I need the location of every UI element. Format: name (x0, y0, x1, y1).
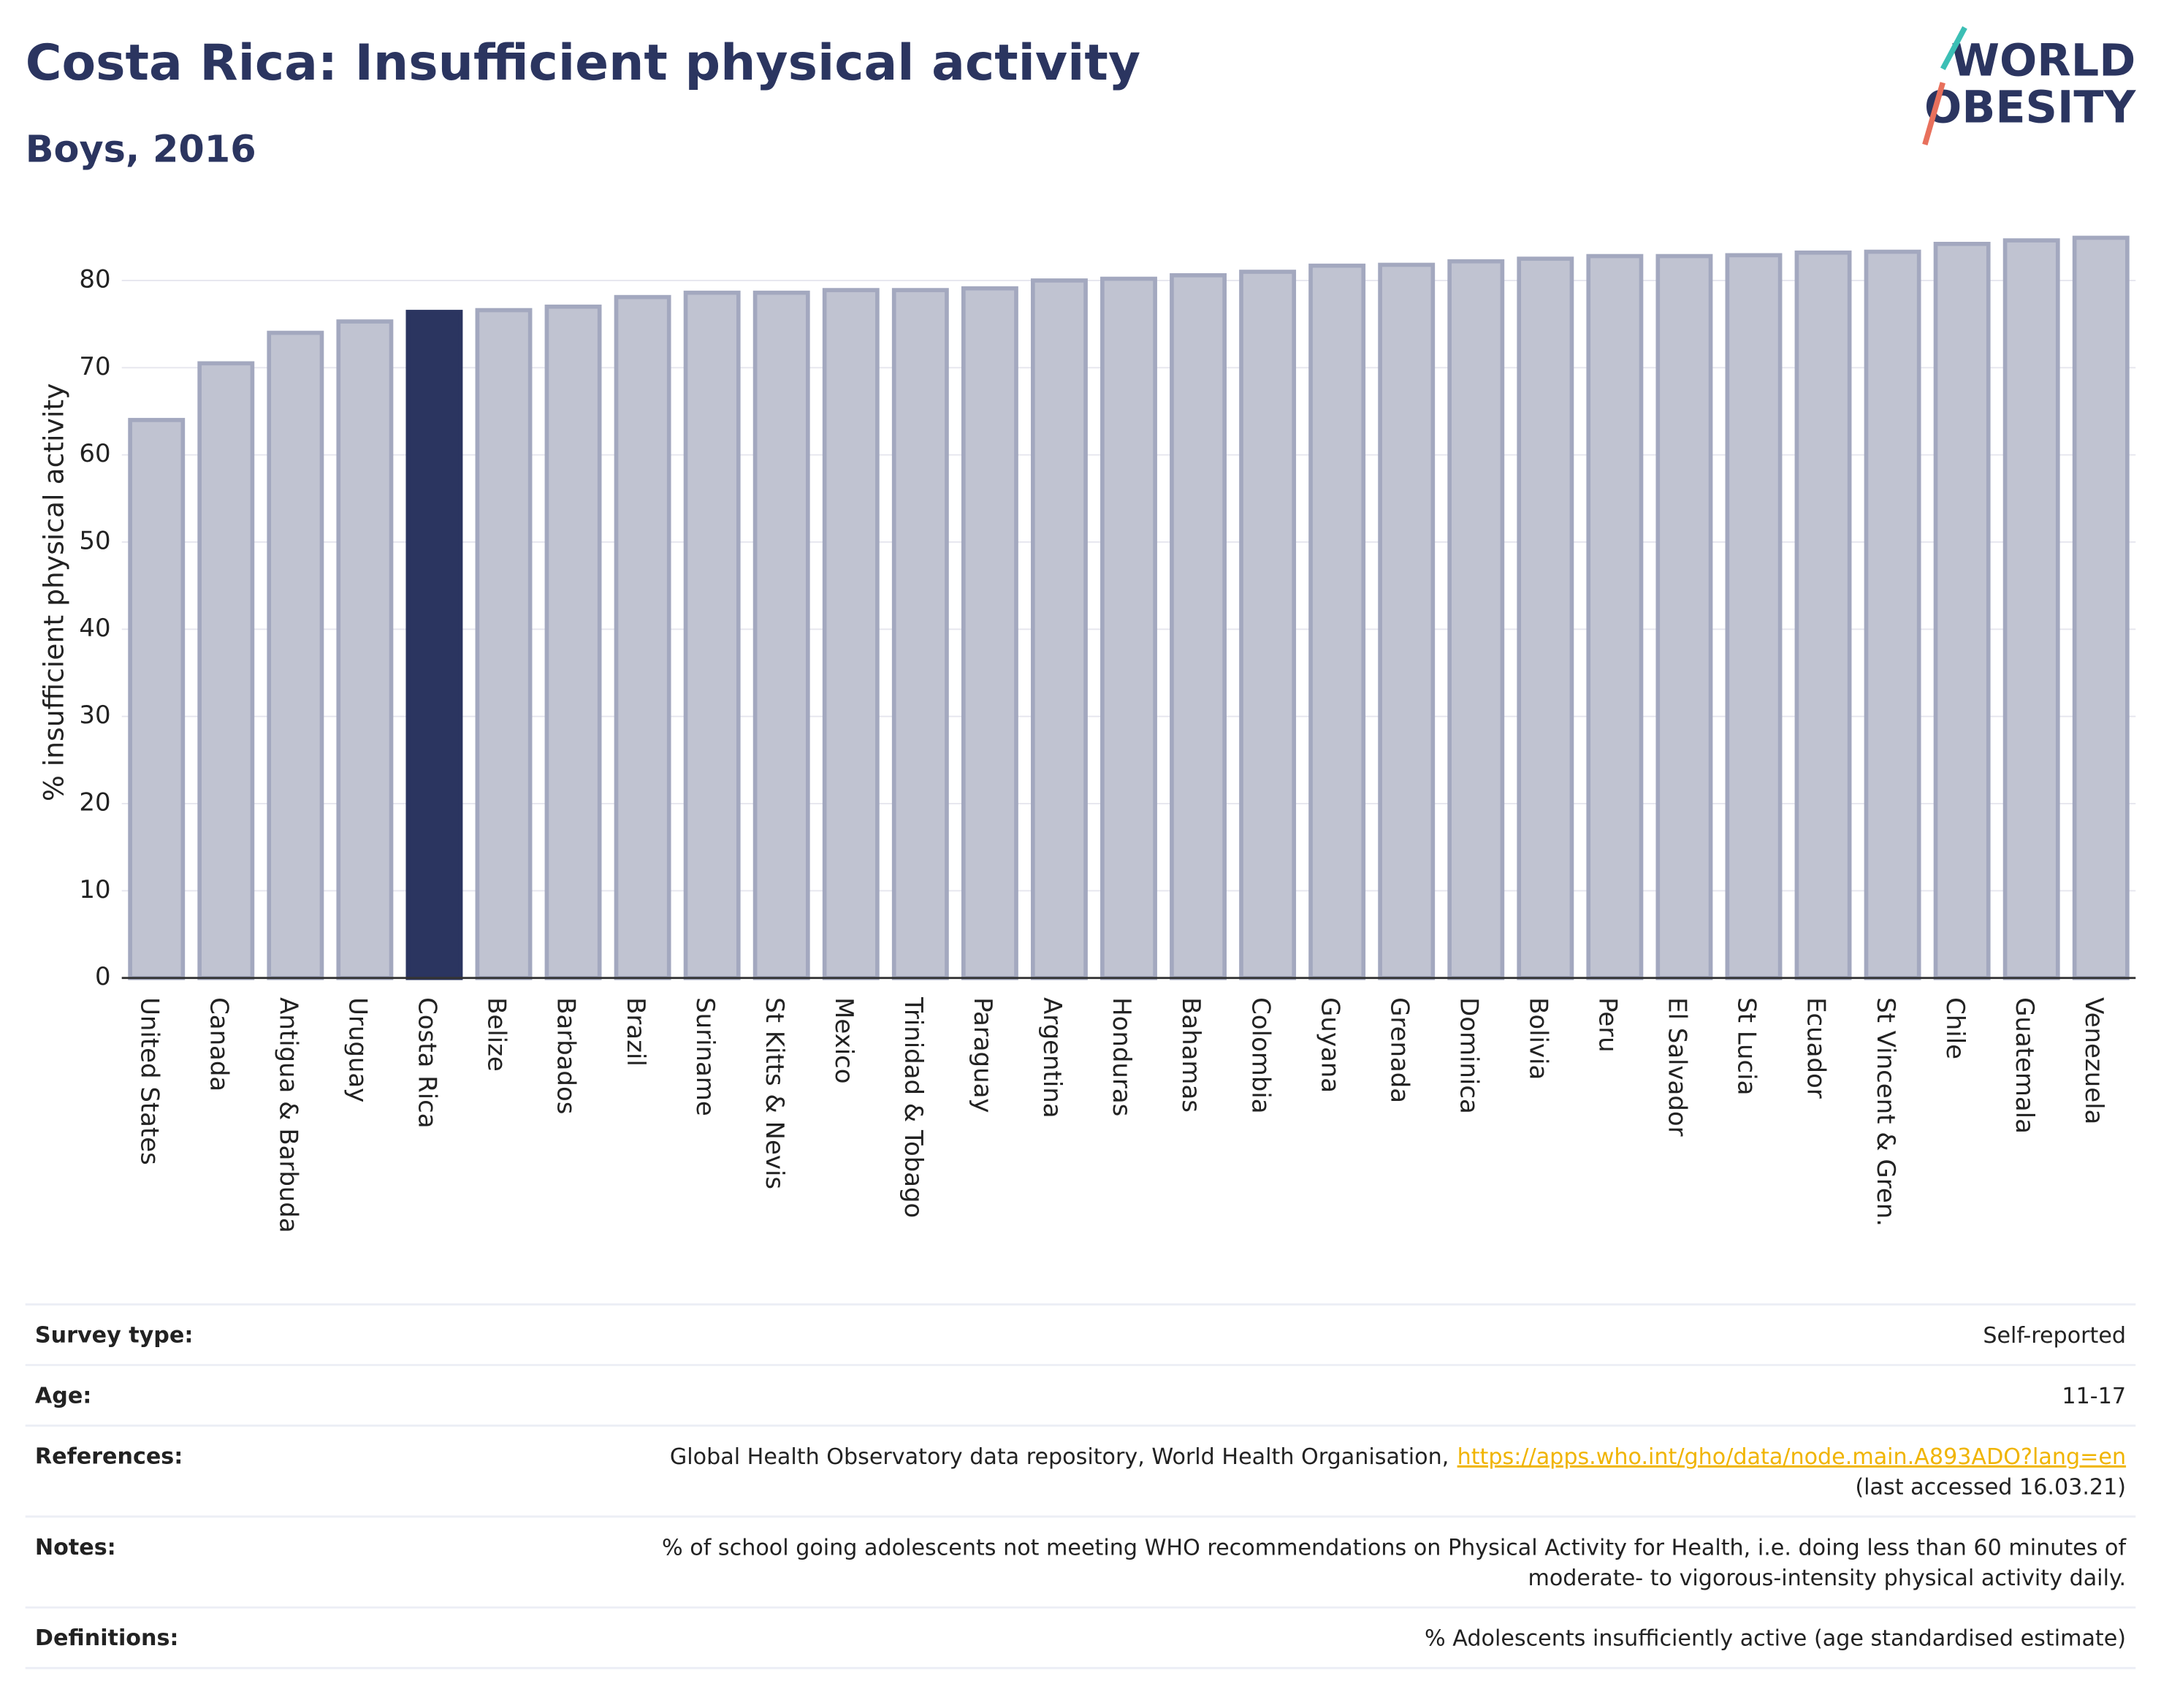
y-tick-label: 60 (79, 440, 110, 468)
x-tick-label: Venezuela (2079, 997, 2108, 1124)
x-tick-label: Grenada (1384, 997, 1413, 1103)
logo-stroke (1940, 26, 1967, 71)
x-tick-label: Suriname (690, 997, 719, 1116)
y-tick-label: 30 (79, 701, 110, 730)
x-tick-label: El Salvador (1663, 997, 1691, 1137)
bar (1378, 262, 1436, 980)
y-tick-label: 20 (79, 789, 110, 817)
x-tick-label: Guyana (1315, 997, 1344, 1093)
detail-text: moderate- to vigorous-intensity physical… (1528, 1565, 2126, 1590)
detail-text: % Adolescents insufficiently active (age… (1425, 1625, 2126, 1651)
x-tick-label: Uruguay (343, 997, 372, 1102)
chart-title: Costa Rica: Insufficient physical activi… (26, 34, 1140, 92)
bar (1794, 250, 1852, 980)
bar (1725, 253, 1783, 980)
bar (1864, 249, 1921, 980)
bar (961, 286, 1018, 980)
logo-text: OBESITY (1924, 82, 2137, 133)
bar (1933, 242, 1991, 980)
x-tick-label: United States (134, 997, 163, 1165)
x-tick-label: St Kitts & Nevis (760, 997, 788, 1189)
bar (891, 288, 949, 980)
bar (683, 290, 741, 980)
bar (2002, 238, 2060, 980)
bar (614, 294, 671, 980)
bar (336, 319, 394, 980)
y-tick-label: 0 (95, 963, 111, 991)
bar (752, 290, 810, 980)
x-tick-label: Dominica (1454, 997, 1482, 1114)
x-tick-label: Guatemala (2010, 997, 2038, 1134)
bar (1308, 263, 1366, 980)
detail-value: % Adolescents insufficiently active (age… (1425, 1625, 2126, 1651)
x-tick-label: Barbados (552, 997, 580, 1114)
bar (1655, 253, 1713, 980)
bar (1170, 272, 1227, 980)
y-tick-label: 70 (79, 353, 110, 381)
y-tick-label: 50 (79, 527, 110, 555)
detail-text: % of school going adolescents not meetin… (662, 1535, 2127, 1560)
detail-label: Definitions: (35, 1625, 179, 1651)
logo-stroke (1922, 82, 1945, 146)
x-tick-label: St Vincent & Gren. (1871, 997, 1899, 1227)
detail-label: Notes: (35, 1535, 116, 1560)
bar (544, 304, 602, 980)
y-tick-label: 40 (79, 614, 110, 643)
x-tick-label: Peru (1593, 997, 1622, 1053)
bar (197, 361, 255, 980)
x-tick-label: Argentina (1037, 997, 1066, 1118)
x-tick-label: Costa Rica (413, 997, 441, 1128)
detail-value: Global Health Observatory data repositor… (670, 1444, 2126, 1469)
bar (1239, 270, 1297, 980)
detail-value: 11-17 (2062, 1383, 2126, 1408)
bar (267, 330, 324, 980)
x-tick-label: Trinidad & Tobago (899, 996, 927, 1218)
link[interactable]: https://apps.who.int/gho/data/node.main.… (1457, 1444, 2126, 1469)
detail-value: Self-reported (1983, 1322, 2126, 1348)
detail-text: 11-17 (2062, 1383, 2126, 1408)
x-tick-label: Bahamas (1176, 997, 1205, 1113)
x-tick-label: Mexico (829, 997, 858, 1083)
x-tick-label: Colombia (1246, 997, 1274, 1113)
bar (1517, 256, 1574, 980)
y-tick-label: 10 (79, 876, 110, 904)
detail-text: Global Health Observatory data repositor… (670, 1444, 1449, 1469)
x-tick-label: Ecuador (1802, 997, 1830, 1099)
x-tick-label: Belize (482, 997, 511, 1072)
chart-subtitle: Boys, 2016 (26, 128, 256, 171)
detail-value: % of school going adolescents not meetin… (662, 1535, 2127, 1560)
bar (2072, 235, 2130, 980)
bar (1100, 276, 1157, 980)
detail-value: moderate- to vigorous-intensity physical… (1528, 1565, 2126, 1590)
detail-text: (last accessed 16.03.21) (1855, 1474, 2126, 1500)
x-tick-label: Bolivia (1524, 997, 1552, 1080)
y-tick-label: 80 (79, 265, 110, 294)
bar (405, 310, 463, 980)
x-tick-label: St Lucia (1732, 997, 1761, 1095)
logo-text: WORLD (1951, 35, 2135, 86)
detail-label: Survey type: (35, 1322, 193, 1348)
detail-text: Self-reported (1983, 1322, 2126, 1348)
x-tick-label: Antigua & Barbuda (274, 997, 302, 1233)
detail-label: Age: (35, 1383, 91, 1408)
x-tick-label: Chile (1940, 997, 1969, 1059)
bar (822, 288, 880, 980)
bar (475, 308, 533, 980)
x-tick-label: Honduras (1107, 997, 1135, 1116)
x-tick-label: Canada (204, 997, 232, 1091)
bar (128, 418, 186, 980)
bar (1030, 278, 1088, 980)
detail-value: (last accessed 16.03.21) (1855, 1474, 2126, 1500)
x-tick-label: Brazil (621, 997, 649, 1067)
bar (1447, 259, 1505, 980)
x-tick-label: Paraguay (968, 997, 996, 1113)
detail-label: References: (35, 1444, 183, 1469)
bar (1586, 253, 1644, 980)
y-axis-label: % insufficient physical activity (38, 383, 70, 801)
